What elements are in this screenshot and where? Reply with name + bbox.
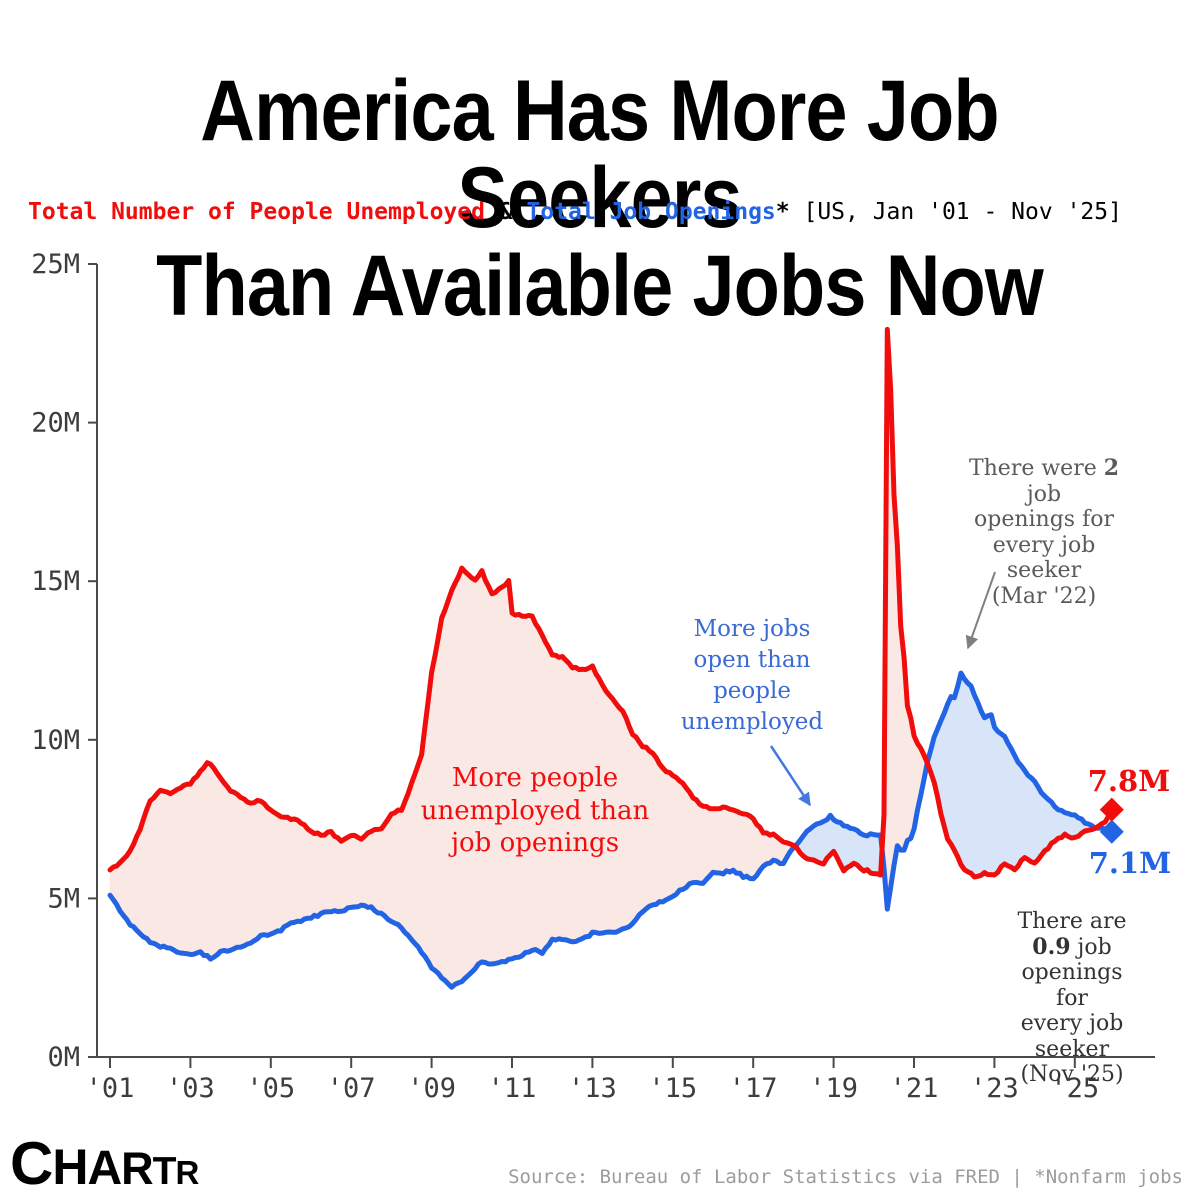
x-tick-label: '05 — [246, 1073, 295, 1104]
chart-subtitle: Total Number of People Unemployed & Tota… — [28, 199, 1122, 225]
x-tick-label: '21 — [890, 1073, 939, 1104]
y-tick-label: 20M — [31, 408, 80, 439]
arrow-to-mar22-peak-icon — [965, 571, 996, 650]
source-credit: Source: Bureau of Labor Statistics via F… — [508, 1166, 1183, 1188]
subtitle-date-range: [US, Jan '01 - Nov '25] — [789, 199, 1122, 225]
x-tick-label: '07 — [327, 1073, 376, 1104]
between-series-fills — [109, 329, 1113, 989]
title-line-2: Than Available Jobs Now — [156, 238, 1044, 335]
chartr-logo-letter: H — [52, 1139, 88, 1195]
y-tick-label: 25M — [31, 249, 80, 280]
annotation-nov25-ratio: There are 0.9 job openings for every job… — [1009, 909, 1136, 1088]
y-tick-label: 0M — [47, 1042, 80, 1073]
subtitle-ampersand: & — [484, 199, 527, 225]
annotation-more-jobs-open: More jobs open than people unemployed — [680, 616, 824, 736]
unemployed-line — [107, 326, 1115, 880]
y-tick-label: 15M — [31, 566, 80, 597]
unemployed-end-value-label: 7.8M — [1087, 764, 1171, 798]
annotation-mar22-value: 2 — [1103, 455, 1120, 481]
annotation-arrows — [769, 571, 996, 807]
arrow-to-blue-region-icon — [769, 745, 812, 807]
annotation-nov25-suffix: job openings for every job seeker (Nov '… — [1020, 934, 1124, 1088]
x-tick-label: '09 — [407, 1073, 456, 1104]
chartr-logo-letter: R — [175, 1154, 199, 1191]
openings-end-diamond-icon — [1099, 819, 1124, 844]
annotation-more-unemployed: More people unemployed than job openings — [420, 763, 650, 858]
annotation-mar22-ratio: There were 2 job openings for every job … — [967, 455, 1122, 609]
openings-end-value-label: 7.1M — [1088, 846, 1172, 880]
annotation-nov25-value: 0.9 — [1032, 933, 1071, 960]
subtitle-series1-label: Total Number of People Unemployed — [28, 199, 485, 225]
chartr-logo-letter: C — [10, 1130, 53, 1197]
x-tick-label: '19 — [809, 1073, 858, 1104]
x-tick-label: '01 — [86, 1073, 135, 1104]
annotation-mar22-prefix: There were — [968, 456, 1104, 481]
page-title: America Has More Job Seekers Than Availab… — [72, 62, 1127, 335]
annotation-mar22-suffix: job openings for every job seeker (Mar '… — [974, 481, 1114, 609]
chartr-logo: CHARTR — [10, 1130, 199, 1197]
x-tick-label: '23 — [970, 1073, 1019, 1104]
subtitle-asterisk: * — [775, 199, 790, 225]
series-lines — [107, 326, 1115, 990]
title-line-1: America Has More Job Seekers — [200, 62, 999, 247]
chartr-logo-letter: T — [152, 1150, 177, 1193]
y-tick-label: 5M — [47, 883, 80, 914]
y-tick-label: 10M — [31, 725, 80, 756]
x-tick-label: '15 — [648, 1073, 697, 1104]
chartr-logo-letter: R — [121, 1143, 153, 1194]
x-tick-label: '25 — [1050, 1073, 1099, 1104]
annotation-nov25-prefix: There are — [1017, 909, 1127, 934]
unemployed-end-diamond-icon — [1099, 797, 1124, 822]
fill-more-unemployed — [109, 329, 1113, 989]
x-tick-label: '17 — [729, 1073, 778, 1104]
subtitle-series2-label: Total Job Openings — [526, 199, 776, 225]
axes: 0M 5M 10M 15M 20M 25M '01 '03 '05 '07 '09 '11 '13 '15… — [31, 249, 1155, 1104]
x-tick-label: '03 — [166, 1073, 215, 1104]
series-end-markers — [1099, 797, 1124, 844]
x-tick-label: '13 — [568, 1073, 617, 1104]
job-openings-line — [107, 670, 1115, 990]
chartr-logo-letter: A — [87, 1142, 122, 1195]
x-tick-label: '11 — [488, 1073, 537, 1104]
